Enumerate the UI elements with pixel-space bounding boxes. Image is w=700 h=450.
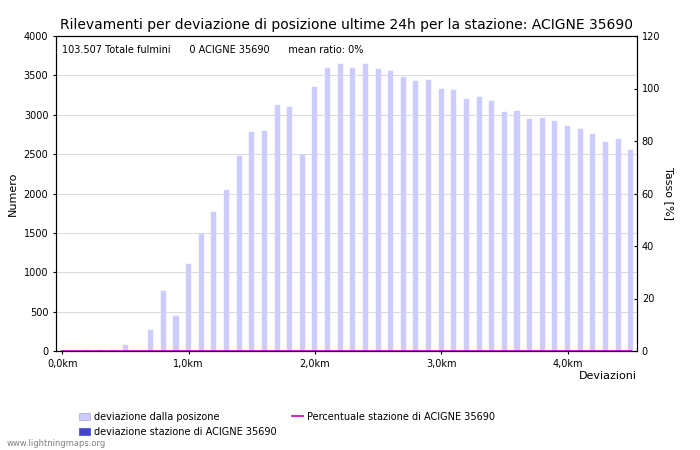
Bar xyxy=(161,291,166,351)
Bar xyxy=(186,265,191,351)
Bar xyxy=(174,316,178,351)
Bar xyxy=(274,104,279,351)
Bar xyxy=(514,111,519,351)
Bar xyxy=(249,132,254,351)
Bar xyxy=(375,69,381,351)
Bar xyxy=(300,155,304,351)
Bar xyxy=(603,142,608,351)
Bar xyxy=(111,350,116,351)
Bar xyxy=(628,150,634,351)
Bar xyxy=(615,139,621,351)
Legend: deviazione dalla posizone, deviazione stazione di ACIGNE 35690, Percentuale staz: deviazione dalla posizone, deviazione st… xyxy=(75,408,499,441)
Bar xyxy=(477,98,482,351)
Bar xyxy=(199,234,204,351)
Bar xyxy=(211,212,216,351)
Bar xyxy=(148,330,153,351)
Bar xyxy=(552,121,557,351)
Bar xyxy=(540,118,545,351)
Bar xyxy=(489,100,494,351)
Bar xyxy=(85,350,90,351)
Bar xyxy=(414,81,419,351)
Y-axis label: Numero: Numero xyxy=(8,171,18,216)
Bar xyxy=(502,112,507,351)
Bar xyxy=(337,63,343,351)
Bar xyxy=(590,135,595,351)
Bar xyxy=(123,345,128,351)
Text: www.lightningmaps.org: www.lightningmaps.org xyxy=(7,439,106,448)
Bar xyxy=(565,126,570,351)
Bar xyxy=(98,350,103,351)
Bar xyxy=(464,99,469,351)
Bar xyxy=(401,77,406,351)
Bar xyxy=(439,89,444,351)
Bar xyxy=(312,87,317,351)
Bar xyxy=(389,71,393,351)
Text: 103.507 Totale fulmini      0 ACIGNE 35690      mean ratio: 0%: 103.507 Totale fulmini 0 ACIGNE 35690 me… xyxy=(62,45,363,55)
Y-axis label: Tasso [%]: Tasso [%] xyxy=(664,167,674,220)
Bar xyxy=(426,80,431,351)
Bar xyxy=(350,68,356,351)
Text: Deviazioni: Deviazioni xyxy=(579,371,637,381)
Bar xyxy=(237,157,242,351)
Bar xyxy=(578,129,582,351)
Title: Rilevamenti per deviazione di posizione ultime 24h per la stazione: ACIGNE 35690: Rilevamenti per deviazione di posizione … xyxy=(60,18,633,32)
Bar xyxy=(224,189,229,351)
Bar xyxy=(325,68,330,351)
Bar xyxy=(363,63,368,351)
Bar xyxy=(452,90,456,351)
Bar xyxy=(287,107,292,351)
Bar xyxy=(527,119,532,351)
Bar xyxy=(262,131,267,351)
